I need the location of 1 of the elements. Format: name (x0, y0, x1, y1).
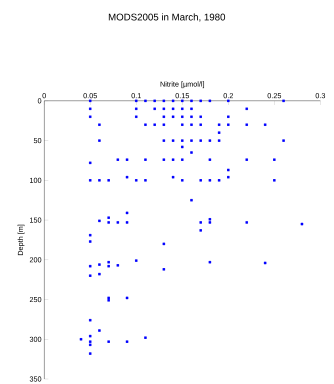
chart-title: MODS2005 in March, 1980 (109, 13, 226, 22)
